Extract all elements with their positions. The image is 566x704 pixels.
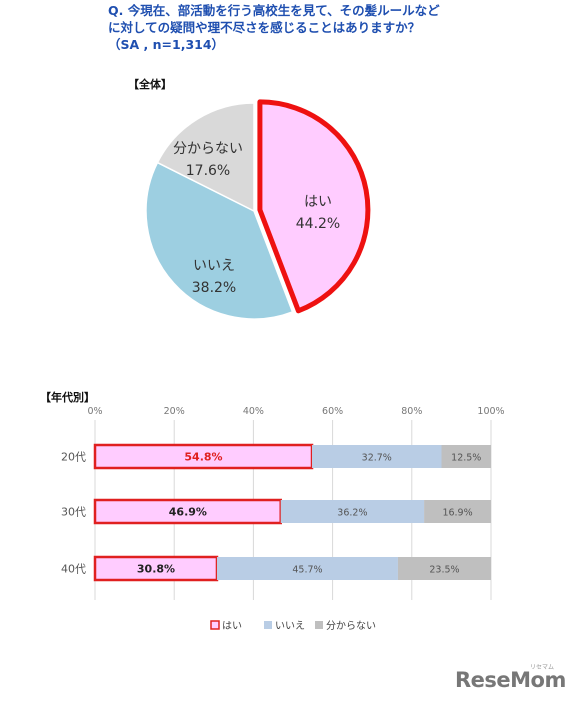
category-label-3: 40代	[61, 563, 86, 576]
bar-3-series-3	[397, 557, 491, 580]
question-line-2: に対しての疑問や理不尽さを感じることはありますか？	[108, 20, 421, 35]
x-tick-label-4: 80%	[401, 406, 422, 417]
bar-value-label-1-3: 12.5%	[451, 453, 481, 464]
bar-2-series-2	[280, 500, 425, 523]
x-tick-label-3: 60%	[322, 406, 343, 417]
pie-chart-title: 【全体】	[128, 78, 172, 91]
x-tick-label-2: 40%	[243, 406, 264, 417]
pie-label-2: いいえ	[193, 258, 235, 274]
pie-slice-2	[145, 161, 294, 320]
pie-value-label-3: 17.6%	[186, 163, 230, 179]
question-text: Q. 今現在、部活動を行う高校生を見て、その髪ルールなど に対しての疑問や理不尽…	[108, 2, 528, 53]
bar-value-label-2-2: 36.2%	[337, 508, 367, 519]
category-label-1: 20代	[61, 451, 86, 464]
question-line-3: （SA , n=1,314）	[108, 37, 225, 52]
bar-value-label-2-3: 16.9%	[442, 508, 472, 519]
bar-1-series-2	[312, 445, 442, 468]
bar-1-series-3	[441, 445, 491, 468]
bar-value-label-2-1: 46.9%	[169, 506, 207, 519]
legend-swatch-1	[210, 620, 220, 630]
bar-3-series-2	[216, 557, 398, 580]
pie-label-1: はい	[304, 194, 332, 210]
bar-2-series-3	[424, 500, 491, 523]
pie-label-3: 分からない	[173, 141, 243, 157]
bar-chart-title: 【年代別】	[40, 391, 95, 404]
pie-slice-3	[156, 102, 255, 213]
legend-label-3: 分からない	[326, 620, 376, 632]
legend-label-2: いいえ	[275, 620, 305, 632]
bar-value-label-3-1: 30.8%	[137, 563, 175, 576]
bar-value-label-1-2: 32.7%	[362, 453, 392, 464]
bar-value-label-3-3: 23.5%	[429, 565, 459, 576]
question-line-1: Q. 今現在、部活動を行う高校生を見て、その髪ルールなど	[108, 3, 440, 18]
pie-slice-1	[257, 99, 371, 314]
pie-value-label-2: 38.2%	[192, 280, 236, 296]
legend-label-1: はい	[222, 620, 242, 632]
bar-value-label-1-1: 54.8%	[184, 451, 222, 464]
bar-value-label-3-2: 45.7%	[292, 565, 322, 576]
legend-swatch-3	[315, 621, 323, 629]
category-label-2: 30代	[61, 506, 86, 519]
x-tick-label-0: 0%	[87, 406, 102, 417]
pie-chart: はい 44.2% いいえ 38.2% 分からない 17.6%	[145, 99, 371, 320]
legend-swatch-2	[264, 621, 272, 629]
x-tick-label-5: 100%	[477, 406, 504, 417]
resemom-logo-kana: リセマム	[530, 664, 555, 671]
resemom-logo: ReseMom	[455, 668, 566, 692]
pie-value-label-1: 44.2%	[296, 216, 340, 232]
x-tick-label-1: 20%	[164, 406, 185, 417]
